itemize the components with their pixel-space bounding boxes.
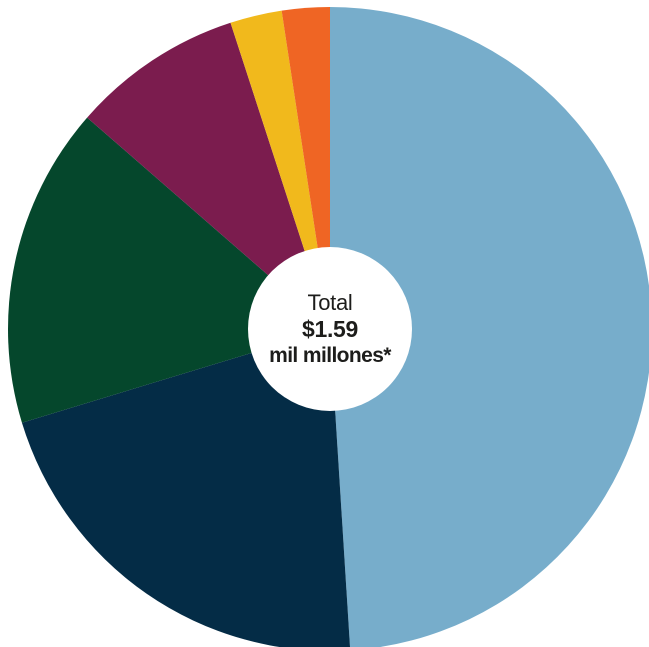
pie-slice-5 [230,10,330,330]
center-hole [248,247,412,411]
pie-slice-2 [21,329,351,647]
pie-slice-1 [330,7,649,647]
pie-slices [8,6,649,647]
pie-slice-3 [8,117,330,423]
pie-slice-4 [87,22,330,329]
